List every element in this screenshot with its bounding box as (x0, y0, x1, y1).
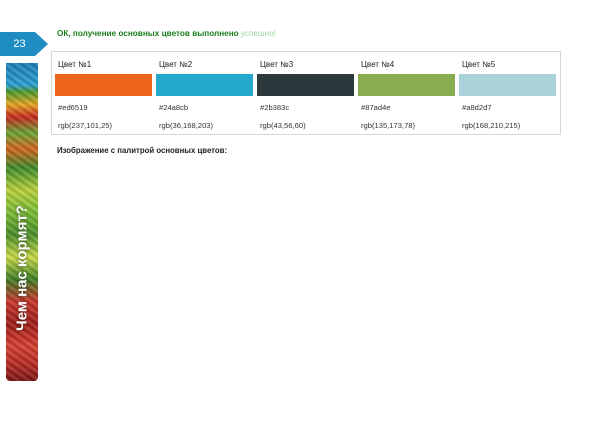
status-tail: успешно! (240, 29, 276, 38)
slide-number: 23 (0, 32, 35, 56)
palette-image-caption: Изображение с палитрой основных цветов: (57, 146, 228, 155)
color-hex: #ed6519 (58, 103, 88, 112)
color-hex: #a8d2d7 (462, 103, 492, 112)
color-rgb: rgb(237,101,25) (58, 121, 113, 130)
color-swatch (156, 74, 253, 96)
slide-number-badge: 23 (0, 32, 50, 56)
side-banner: Чем нас кормят? (6, 63, 38, 381)
palette-panel: Цвет №1 #ed6519 rgb(237,101,25) Цвет №2 … (51, 51, 561, 135)
color-swatch (358, 74, 455, 96)
color-swatch (257, 74, 354, 96)
color-swatch (459, 74, 556, 96)
color-title: Цвет №5 (462, 60, 496, 69)
color-title: Цвет №1 (58, 60, 92, 69)
color-title: Цвет №3 (260, 60, 294, 69)
color-hex: #87ad4e (361, 103, 391, 112)
color-title: Цвет №4 (361, 60, 395, 69)
arrow-right-icon (35, 32, 48, 56)
color-rgb: rgb(36,168,203) (159, 121, 214, 130)
banner-title: Чем нас кормят? (13, 205, 31, 331)
color-swatch (55, 74, 152, 96)
color-rgb: rgb(43,56,60) (260, 121, 306, 130)
color-hex: #2b383c (260, 103, 290, 112)
color-title: Цвет №2 (159, 60, 193, 69)
status-main: ОК, получение основных цветов выполнено (57, 29, 239, 38)
color-hex: #24a8cb (159, 103, 189, 112)
color-rgb: rgb(168,210,215) (462, 121, 521, 130)
status-message: ОК, получение основных цветов выполнено … (57, 29, 276, 38)
color-rgb: rgb(135,173,78) (361, 121, 416, 130)
